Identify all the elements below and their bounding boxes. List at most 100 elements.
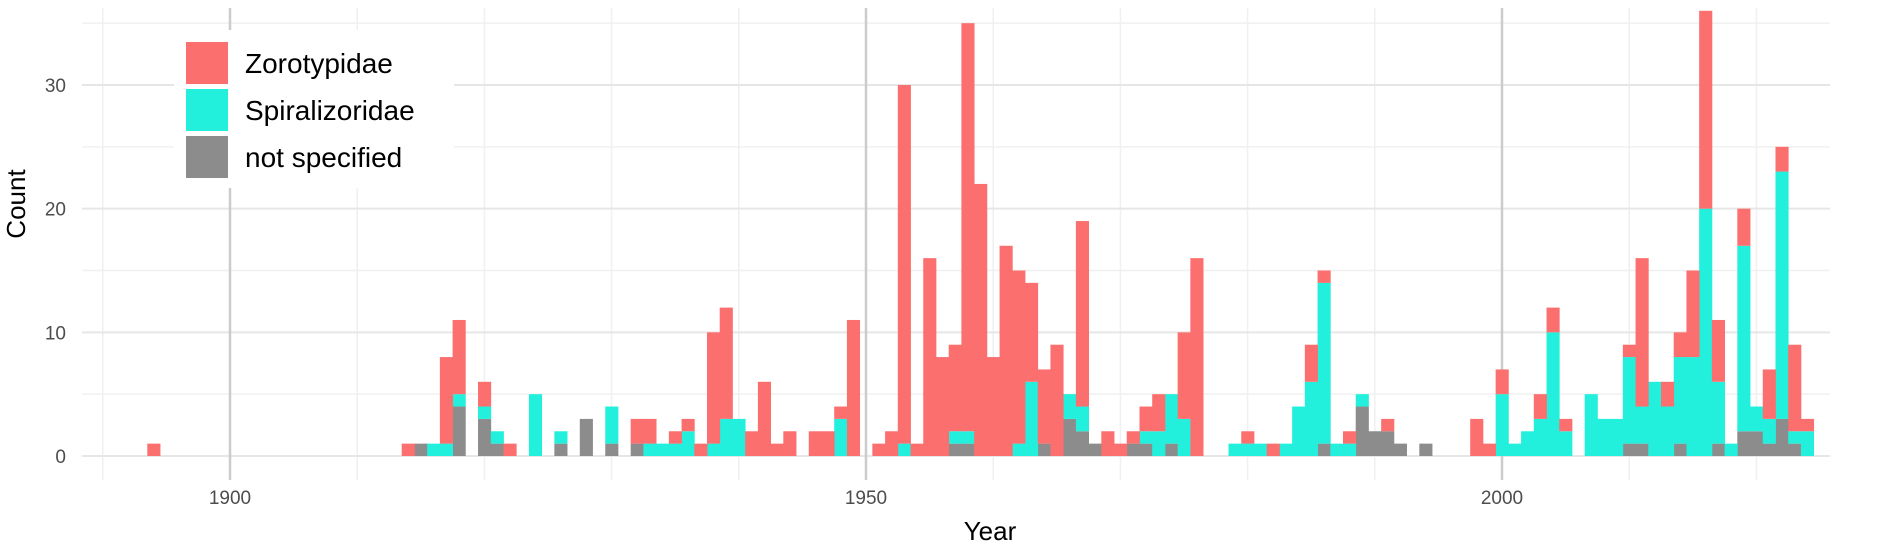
bar-zorotypidae-2011 bbox=[1635, 258, 1649, 407]
bar-spiralizoridae-2015 bbox=[1686, 357, 1700, 456]
bar-spiralizoridae-1936 bbox=[681, 431, 695, 456]
bar-zorotypidae-1936 bbox=[681, 418, 695, 432]
legend: Zorotypidae Spiralizoridae not specified bbox=[174, 30, 454, 188]
bar-zorotypidae-2004 bbox=[1546, 307, 1560, 333]
bar-spiralizoridae-1980 bbox=[1241, 443, 1255, 456]
bar-not-specified-1921 bbox=[490, 443, 504, 456]
bar-zorotypidae-1944 bbox=[783, 431, 797, 456]
x-tick-label: 1900 bbox=[209, 488, 251, 509]
bar-zorotypidae-1939 bbox=[719, 307, 733, 419]
bar-spiralizoridae-1934 bbox=[656, 443, 670, 456]
bar-spiralizoridae-2000 bbox=[1495, 394, 1509, 456]
bar-spiralizoridae-2021 bbox=[1762, 418, 1776, 444]
bar-not-specified-2022 bbox=[1775, 418, 1789, 456]
bar-zorotypidae-1960 bbox=[986, 357, 1000, 456]
bar-spiralizoridae-1985 bbox=[1304, 381, 1318, 456]
bar-spiralizoridae-2008 bbox=[1597, 418, 1611, 456]
bar-zorotypidae-2014 bbox=[1673, 332, 1687, 358]
bar-zorotypidae-1947 bbox=[821, 431, 835, 456]
legend-key-not-specified bbox=[186, 136, 228, 178]
bar-spiralizoridae-1948 bbox=[834, 418, 848, 456]
bar-zorotypidae-1967 bbox=[1075, 221, 1089, 407]
bar-not-specified-1932 bbox=[630, 443, 644, 456]
bar-not-specified-1991 bbox=[1381, 431, 1395, 456]
bar-spiralizoridae-1939 bbox=[719, 418, 733, 456]
bar-spiralizoridae-1930 bbox=[605, 406, 619, 444]
bar-zorotypidae-1959 bbox=[974, 183, 988, 456]
bar-spiralizoridae-2024 bbox=[1800, 431, 1815, 456]
bar-not-specified-1918 bbox=[452, 406, 466, 456]
bar-spiralizoridae-1935 bbox=[668, 443, 682, 456]
bar-zorotypidae-2023 bbox=[1788, 344, 1802, 432]
bar-not-specified-1957 bbox=[948, 443, 962, 456]
bar-spiralizoridae-1917 bbox=[439, 443, 453, 456]
bar-not-specified-2017 bbox=[1711, 443, 1725, 456]
bar-spiralizoridae-1918 bbox=[452, 394, 466, 407]
bar-spiralizoridae-2019 bbox=[1737, 245, 1751, 432]
bar-zorotypidae-1999 bbox=[1482, 443, 1497, 456]
bar-not-specified-2020 bbox=[1750, 431, 1764, 456]
bar-spiralizoridae-1979 bbox=[1228, 443, 1242, 456]
bar-not-specified-2011 bbox=[1635, 443, 1649, 456]
x-tick-label: 2000 bbox=[1481, 488, 1523, 509]
bar-spiralizoridae-2016 bbox=[1699, 208, 1713, 456]
legend-label: not specified bbox=[245, 142, 402, 173]
bar-spiralizoridae-1938 bbox=[707, 443, 721, 456]
y-tick-label: 30 bbox=[45, 76, 66, 97]
bar-not-specified-2014 bbox=[1673, 443, 1687, 456]
bar-spiralizoridae-1933 bbox=[643, 443, 657, 456]
bar-zorotypidae-1958 bbox=[961, 23, 975, 432]
x-tick-label: 1950 bbox=[845, 488, 887, 509]
bar-zorotypidae-1932 bbox=[630, 418, 644, 444]
bar-zorotypidae-2024 bbox=[1800, 418, 1815, 432]
bar-zorotypidae-1969 bbox=[1101, 431, 1115, 456]
bar-not-specified-1989 bbox=[1355, 406, 1369, 456]
bar-spiralizoridae-2017 bbox=[1711, 381, 1725, 444]
bar-zorotypidae-1933 bbox=[643, 418, 657, 444]
bar-spiralizoridae-1920 bbox=[478, 406, 492, 419]
bar-spiralizoridae-2007 bbox=[1584, 394, 1598, 456]
bar-spiralizoridae-1957 bbox=[948, 431, 962, 444]
bar-not-specified-1966 bbox=[1063, 418, 1077, 456]
bar-zorotypidae-1972 bbox=[1139, 406, 1153, 432]
bar-spiralizoridae-1953 bbox=[897, 443, 911, 456]
bar-not-specified-1968 bbox=[1088, 443, 1102, 456]
bar-zorotypidae-1986 bbox=[1317, 270, 1331, 283]
bar-spiralizoridae-1972 bbox=[1139, 431, 1153, 444]
bar-spiralizoridae-1967 bbox=[1075, 406, 1089, 432]
bar-zorotypidae-2022 bbox=[1775, 146, 1789, 172]
bar-spiralizoridae-1986 bbox=[1317, 282, 1331, 444]
bar-spiralizoridae-1924 bbox=[528, 394, 543, 456]
bar-spiralizoridae-2004 bbox=[1546, 332, 1560, 456]
legend-label: Spiralizoridae bbox=[245, 95, 415, 126]
bar-zorotypidae-1956 bbox=[935, 357, 950, 456]
bar-zorotypidae-1957 bbox=[948, 344, 962, 432]
bar-zorotypidae-2019 bbox=[1737, 208, 1751, 246]
bar-zorotypidae-1962 bbox=[1012, 270, 1026, 444]
bar-zorotypidae-1894 bbox=[147, 443, 161, 456]
bar-zorotypidae-1917 bbox=[439, 357, 453, 444]
bar-zorotypidae-2021 bbox=[1762, 369, 1776, 419]
bar-zorotypidae-1935 bbox=[668, 431, 682, 444]
bar-zorotypidae-1954 bbox=[910, 443, 924, 456]
bar-zorotypidae-1961 bbox=[999, 245, 1013, 456]
bar-spiralizoridae-2005 bbox=[1559, 431, 1573, 456]
y-tick-label: 20 bbox=[45, 200, 66, 221]
bar-spiralizoridae-1940 bbox=[732, 418, 746, 456]
bar-zorotypidae-1948 bbox=[834, 406, 848, 419]
bar-spiralizoridae-1926 bbox=[554, 431, 568, 444]
bar-zorotypidae-1918 bbox=[452, 319, 466, 395]
bar-not-specified-2019 bbox=[1737, 431, 1751, 456]
bar-zorotypidae-1964 bbox=[1037, 369, 1051, 444]
bar-zorotypidae-1914 bbox=[401, 443, 415, 456]
bar-zorotypidae-1963 bbox=[1025, 282, 1039, 382]
bar-zorotypidae-1943 bbox=[770, 443, 784, 456]
legend-key-zorotypidae bbox=[186, 42, 228, 84]
bar-not-specified-1926 bbox=[554, 443, 568, 456]
bar-spiralizoridae-1916 bbox=[427, 443, 441, 456]
bar-zorotypidae-1975 bbox=[1177, 332, 1191, 419]
bar-zorotypidae-1982 bbox=[1266, 443, 1280, 456]
bar-spiralizoridae-1983 bbox=[1279, 443, 1293, 456]
bar-spiralizoridae-1975 bbox=[1177, 418, 1191, 456]
bar-spiralizoridae-2010 bbox=[1622, 357, 1636, 444]
